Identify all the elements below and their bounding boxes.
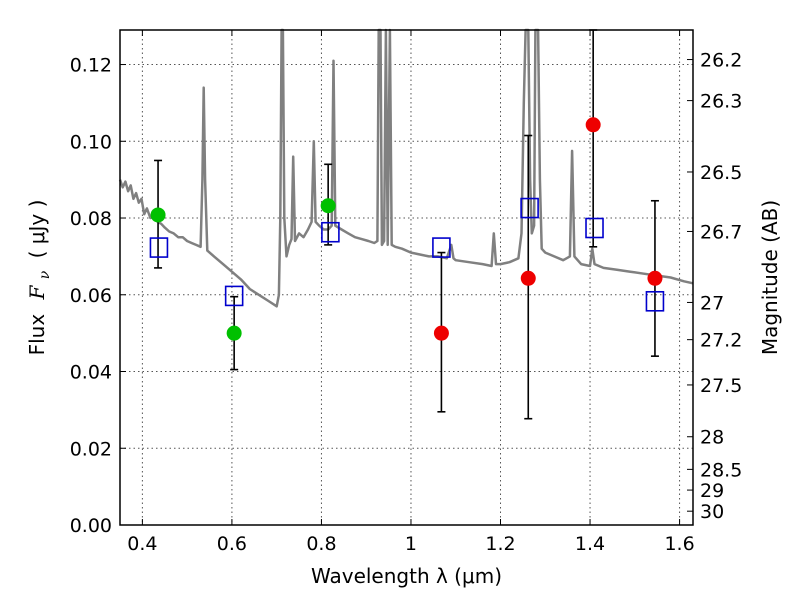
error-bars <box>154 29 659 420</box>
sed-model-line <box>118 28 694 308</box>
y-tick-label: 0.04 <box>70 362 112 384</box>
observed-red-point <box>433 325 449 341</box>
x-tick-label: 0.6 <box>217 533 247 555</box>
observed-green-point <box>320 198 336 214</box>
model-photometry-square <box>149 237 169 258</box>
model-photometry-squares <box>149 197 665 312</box>
plot-frame <box>119 29 694 526</box>
model-photometry-square <box>585 217 604 239</box>
x-tick-label: 1 <box>405 533 417 555</box>
magnitude-tick-label: 28 <box>700 427 724 449</box>
y-axis-label-sub: ν <box>37 270 53 279</box>
magnitude-tick-label: 26.7 <box>700 221 742 243</box>
y-axis-label: Flux F ν ( μJy ) <box>25 200 54 356</box>
grid <box>120 30 693 526</box>
magnitude-tick-label: 27.5 <box>700 375 742 397</box>
model-photometry-square <box>224 285 244 307</box>
y-tick-label: 0.08 <box>70 208 112 230</box>
y-tick-label: 0.06 <box>70 285 112 307</box>
y-axis-label-suffix: ( μJy ) <box>25 200 49 259</box>
x-axis-label: Wavelength λ (μm) <box>311 564 502 588</box>
model-photometry-square <box>321 221 340 243</box>
y-axis-label-prefix: Flux <box>25 314 49 356</box>
observed-red-point <box>585 117 601 133</box>
observed-red-point <box>520 270 536 286</box>
y-tick-labels: 0.00 0.02 0.04 0.06 0.08 0.10 0.12 <box>70 55 112 537</box>
y-axis-label-var: F <box>25 284 49 300</box>
x-tick-label: 1.6 <box>664 533 694 555</box>
observed-green-point <box>226 325 242 341</box>
magnitude-tick-label: 26.3 <box>700 91 742 113</box>
x-tick-labels: 0.4 0.6 0.8 1 1.2 1.4 1.6 <box>127 533 694 555</box>
magnitude-tick-label: 26.2 <box>700 50 742 72</box>
axis-ticks <box>120 30 693 526</box>
y-tick-label: 0.00 <box>70 515 112 537</box>
y-tick-label: 0.02 <box>70 438 112 460</box>
observed-points <box>150 117 663 341</box>
x-tick-label: 1.4 <box>575 533 605 555</box>
x-tick-label: 1.2 <box>485 533 515 555</box>
magnitude-tick-label: 27 <box>700 292 724 314</box>
magnitude-tick-label: 29 <box>700 480 724 502</box>
y-tick-label: 0.10 <box>70 131 112 153</box>
x-tick-label: 0.4 <box>127 533 157 555</box>
y2-axis-label: Magnitude (AB) <box>758 200 782 355</box>
magnitude-tick-label: 26.5 <box>700 162 742 184</box>
magnitude-tick-label: 30 <box>700 501 724 523</box>
magnitude-tick-label: 27.2 <box>700 330 742 352</box>
observed-green-point <box>150 207 166 223</box>
x-tick-label: 0.8 <box>306 533 336 555</box>
model-photometry-square <box>520 197 539 219</box>
magnitude-tick-label: 28.5 <box>700 459 742 481</box>
model-photometry-square <box>645 290 665 312</box>
sed-model-path <box>118 28 694 308</box>
y-tick-label: 0.12 <box>70 55 112 77</box>
model-photometry-square <box>432 237 451 258</box>
observed-red-point <box>647 270 663 286</box>
